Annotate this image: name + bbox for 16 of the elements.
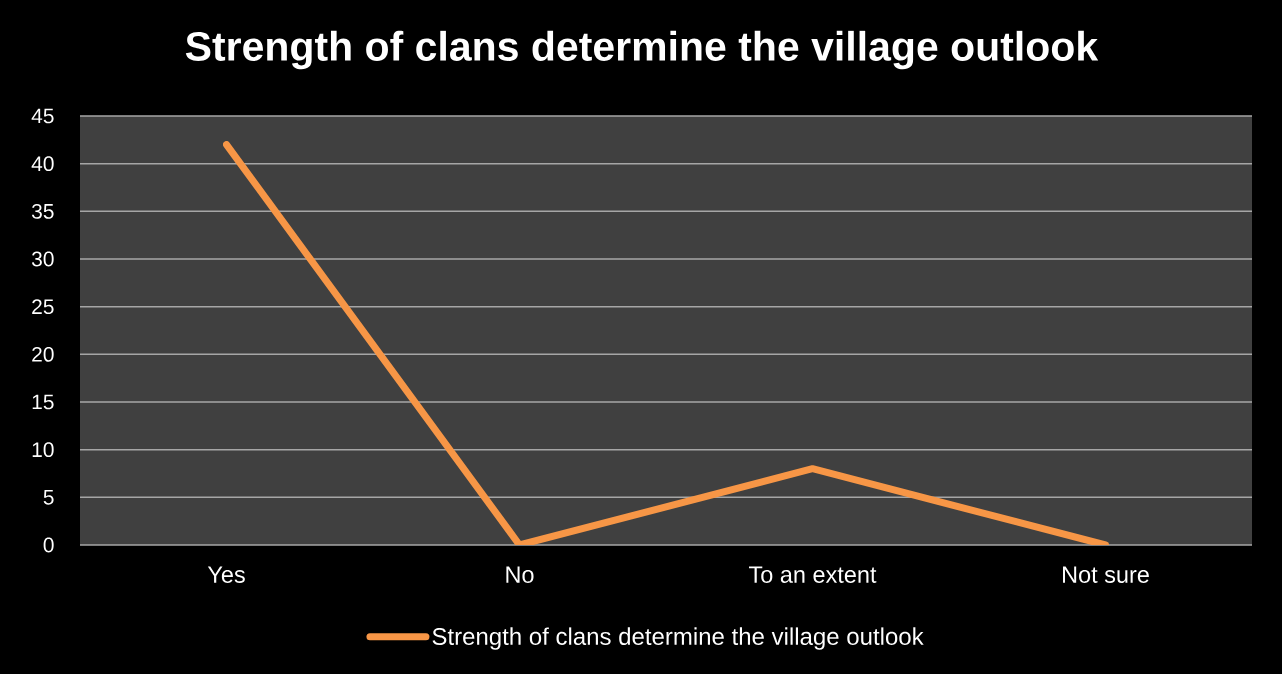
- x-tick-label: To an extent: [749, 566, 877, 583]
- y-tick-label: 10: [32, 442, 54, 458]
- x-tick-label: Yes: [207, 566, 245, 583]
- y-tick-label: 5: [43, 490, 54, 505]
- y-tick-label: 20: [32, 346, 54, 362]
- y-tick-label: 35: [31, 203, 54, 219]
- y-tick-label: 0: [43, 537, 54, 553]
- x-tick-label: Not sure: [1063, 566, 1149, 583]
- legend-label: Strength of clans determine the village outlook: [432, 627, 924, 650]
- y-tick-label: 40: [31, 156, 54, 172]
- chart-title: Strength of clans determine the village outlook: [185, 30, 1099, 70]
- y-tick-label: 15: [32, 394, 54, 410]
- x-tick-label: No: [506, 566, 534, 583]
- y-tick-label: 25: [32, 299, 54, 315]
- y-tick-label: 30: [31, 251, 54, 267]
- y-tick-label: 45: [31, 108, 54, 124]
